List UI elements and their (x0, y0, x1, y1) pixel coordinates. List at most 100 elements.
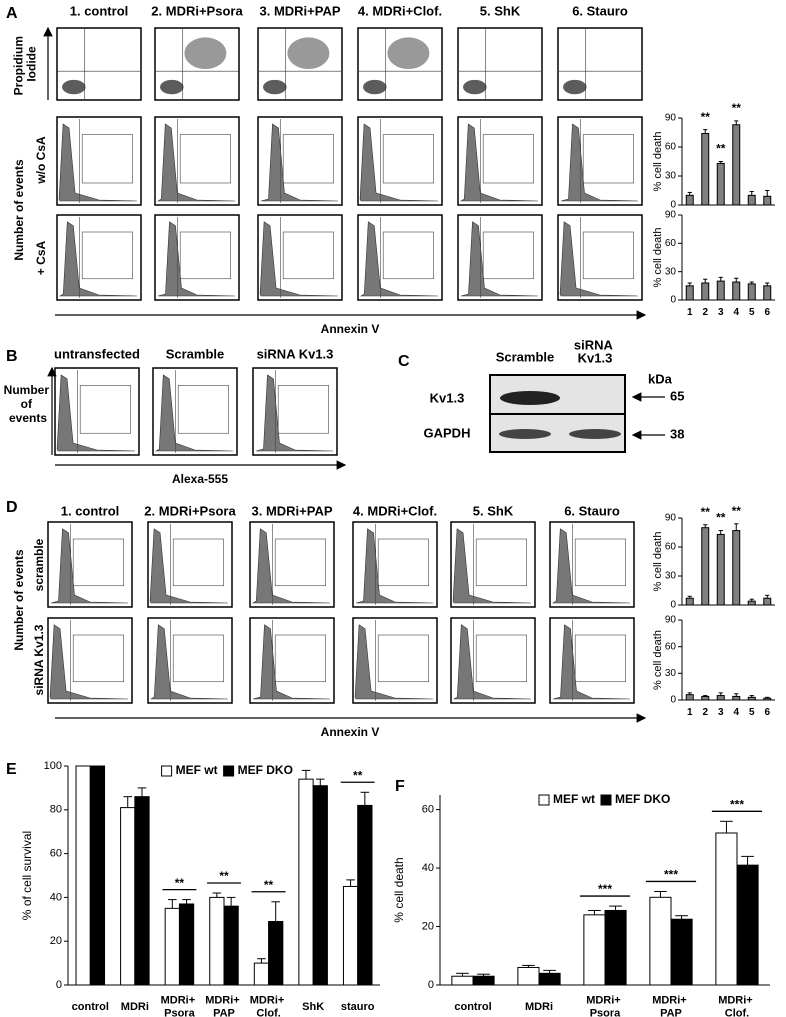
y-tick-label: 20 (50, 935, 62, 947)
dot-cluster (287, 37, 330, 70)
bar (178, 903, 195, 986)
bar (763, 195, 772, 206)
y-tick-label: 0 (56, 979, 62, 991)
x-tick-label: 2 (702, 707, 708, 718)
histogram-shape (56, 374, 136, 452)
legend-label: MEF wt (176, 763, 218, 777)
y-tick-label: 90 (665, 210, 677, 221)
y-tick-label: 80 (50, 804, 62, 816)
bar (763, 285, 772, 301)
histogram-shape (355, 528, 434, 604)
y-axis-label: % of cell survival (20, 831, 34, 920)
bar (701, 132, 710, 206)
y-tick-label: 30 (665, 668, 677, 679)
y-tick-label: 60 (50, 848, 62, 860)
x-tick-label: 5 (749, 307, 755, 318)
x-tick-label: 4 (733, 307, 739, 318)
significance: *** (730, 797, 744, 811)
gate-box (382, 134, 434, 184)
dot-cluster (463, 79, 487, 95)
bar (164, 907, 180, 986)
x-tick-label: 3 (718, 707, 724, 718)
histogram-shape (149, 624, 229, 700)
column-header: 5. ShK (473, 503, 514, 518)
bar (701, 527, 710, 606)
bar (451, 975, 474, 986)
histogram-shape (50, 528, 129, 604)
blot-band (499, 429, 551, 439)
histogram-shape (259, 221, 339, 297)
column-header: Scramble (496, 349, 555, 364)
bar (716, 533, 725, 606)
y-tick-label: 30 (665, 171, 677, 182)
significance: ** (732, 101, 742, 115)
y-tick-label: 60 (665, 142, 677, 153)
gate-box (274, 538, 326, 587)
significance: ** (219, 869, 229, 883)
histogram-shape (559, 221, 639, 297)
gate-box (72, 634, 124, 683)
bar (747, 194, 756, 206)
gate-box (574, 538, 626, 587)
y-axis-label: % cell death (652, 132, 664, 192)
histogram-shape (452, 528, 532, 604)
panel-label: C (398, 353, 410, 370)
histogram-shape (156, 123, 236, 202)
gate-box (177, 385, 229, 434)
bar (763, 697, 772, 701)
bar (223, 905, 239, 986)
bar (583, 914, 606, 986)
histogram-shape (255, 374, 334, 452)
x-tick-label: 1 (687, 307, 693, 318)
x-tick-label: 2 (702, 307, 708, 318)
bar (747, 600, 756, 606)
histogram-shape (560, 123, 639, 202)
row-label: siRNA Kv1.3 (32, 624, 46, 695)
bar (716, 162, 725, 206)
x-axis-label: Annexin V (321, 322, 380, 336)
histogram-shape (460, 221, 539, 297)
bar (716, 695, 725, 701)
y-tick-label: 0 (670, 600, 676, 611)
histogram-shape (354, 624, 434, 700)
legend-swatch (600, 794, 612, 806)
y-axis-label: % cell death (652, 532, 664, 592)
bar (357, 804, 373, 986)
bar (134, 796, 150, 986)
significance: ** (264, 878, 274, 892)
x-axis-label: Alexa-555 (172, 472, 228, 486)
dot-cluster (62, 79, 86, 95)
y-tick-label: 40 (50, 891, 62, 903)
bar (472, 975, 495, 986)
column-header: 2. MDRi+Psora (151, 3, 243, 18)
column-header: 1. control (70, 3, 129, 18)
gate-box (81, 134, 133, 184)
y-tick-label: 0 (428, 979, 434, 991)
x-tick-label: 1 (687, 707, 693, 718)
y-tick-label: 30 (665, 266, 677, 277)
bar (715, 832, 738, 986)
y-axis-label: Number of events (12, 159, 26, 261)
significance: *** (598, 882, 612, 896)
significance: ** (175, 876, 185, 890)
row-label: Kv1.3 (430, 390, 465, 405)
column-header: siRNA Kv1.3 (257, 346, 334, 361)
bar (538, 972, 561, 986)
histogram-shape (157, 221, 236, 297)
dot-cluster (160, 79, 184, 95)
column-header: 6. Stauro (572, 3, 628, 18)
y-tick-label: 60 (665, 238, 677, 249)
dot-cluster (363, 79, 387, 95)
gate-box (274, 634, 326, 683)
bar (312, 785, 328, 986)
x-tick-label: control (454, 1001, 491, 1013)
column-header: 4. MDRi+Clof. (353, 503, 437, 518)
bar (732, 124, 741, 206)
y-axis-label: Number of events (12, 549, 26, 651)
gate-box (179, 134, 231, 184)
bar (604, 909, 627, 986)
bar (736, 864, 759, 986)
panel-label: D (6, 499, 18, 516)
bar (342, 885, 359, 986)
